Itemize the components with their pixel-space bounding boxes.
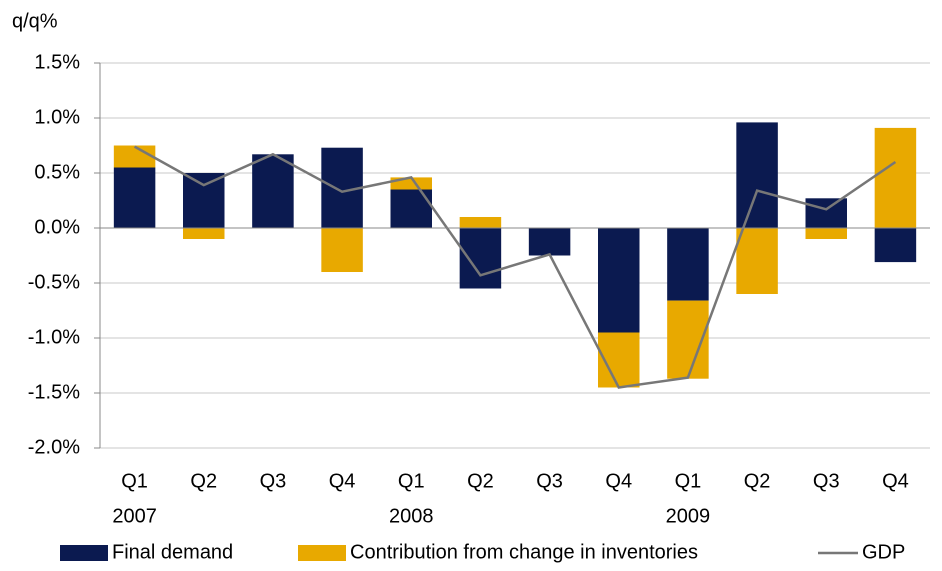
legend-label: Contribution from change in inventories xyxy=(350,541,698,563)
bar xyxy=(805,198,847,228)
x-tick-label: Q2 xyxy=(467,470,494,492)
bar xyxy=(736,122,778,228)
x-tick-label: Q2 xyxy=(744,470,771,492)
chart-title: q/q% xyxy=(12,10,58,32)
x-tick-label: Q4 xyxy=(882,470,909,492)
legend-label: Final demand xyxy=(112,541,233,563)
x-group-label: 2008 xyxy=(389,505,434,527)
x-tick-label: Q1 xyxy=(121,470,148,492)
bar xyxy=(113,167,156,228)
x-tick-label: Q1 xyxy=(675,470,702,492)
x-tick-label: Q3 xyxy=(536,470,563,492)
y-tick-label: 0.0% xyxy=(34,216,80,238)
bar xyxy=(321,228,363,272)
bar xyxy=(805,228,847,239)
bar xyxy=(183,173,225,228)
bar xyxy=(598,228,640,333)
bar xyxy=(252,154,294,228)
bar xyxy=(459,217,502,228)
y-tick-label: -1.5% xyxy=(28,381,80,403)
y-tick-label: 1.0% xyxy=(34,106,80,128)
bar xyxy=(667,228,709,301)
bar xyxy=(874,127,917,228)
bar xyxy=(528,228,571,256)
x-tick-label: Q1 xyxy=(398,470,425,492)
bar xyxy=(183,228,225,239)
x-tick-label: Q3 xyxy=(260,470,287,492)
y-tick-label: 1.5% xyxy=(34,51,80,73)
bar xyxy=(736,228,778,294)
x-tick-label: Q2 xyxy=(190,470,217,492)
y-tick-label: -1.0% xyxy=(28,326,80,348)
y-tick-label: 0.5% xyxy=(34,161,80,183)
line xyxy=(133,145,897,389)
x-group-label: 2009 xyxy=(666,505,711,527)
bar xyxy=(390,189,432,228)
legend-swatch xyxy=(60,545,108,561)
x-tick-label: Q4 xyxy=(605,470,632,492)
bar xyxy=(459,228,502,289)
y-tick-label: -0.5% xyxy=(28,271,80,293)
x-tick-label: Q3 xyxy=(813,470,840,492)
bar xyxy=(874,228,917,263)
x-tick-label: Q4 xyxy=(329,470,356,492)
bar xyxy=(113,145,156,168)
x-group-label: 2007 xyxy=(112,505,157,527)
legend-swatch xyxy=(298,545,346,561)
legend-label: GDP xyxy=(862,541,905,563)
y-tick-label: -2.0% xyxy=(28,436,80,458)
